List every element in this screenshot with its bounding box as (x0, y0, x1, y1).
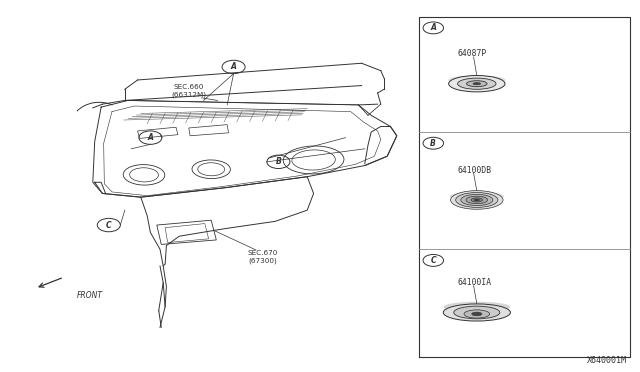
Ellipse shape (456, 193, 498, 208)
Text: A: A (230, 62, 237, 71)
Text: B: B (430, 139, 436, 148)
Ellipse shape (448, 75, 506, 84)
Ellipse shape (451, 190, 503, 209)
Ellipse shape (443, 302, 511, 312)
Text: A: A (147, 133, 154, 142)
Ellipse shape (458, 78, 496, 89)
Ellipse shape (449, 76, 505, 92)
Ellipse shape (464, 310, 490, 318)
Ellipse shape (474, 199, 479, 201)
Ellipse shape (461, 194, 493, 205)
Text: A: A (430, 23, 436, 32)
Ellipse shape (471, 198, 483, 202)
Ellipse shape (443, 304, 511, 321)
Text: C: C (106, 221, 111, 230)
Ellipse shape (449, 192, 504, 201)
Text: FRONT: FRONT (77, 291, 103, 300)
Text: SEC.670
(67300): SEC.670 (67300) (247, 250, 278, 264)
Ellipse shape (472, 312, 482, 316)
Text: 64100DB: 64100DB (458, 166, 492, 175)
Text: 64100IA: 64100IA (458, 278, 492, 287)
Ellipse shape (467, 81, 487, 87)
Text: C: C (431, 256, 436, 265)
Text: B: B (275, 157, 282, 166)
Ellipse shape (466, 196, 488, 204)
Text: X640001M: X640001M (588, 356, 627, 365)
Text: SEC.660
(66312M): SEC.660 (66312M) (172, 84, 206, 98)
Ellipse shape (454, 306, 500, 319)
Text: 64087P: 64087P (458, 49, 487, 58)
Ellipse shape (473, 83, 481, 85)
